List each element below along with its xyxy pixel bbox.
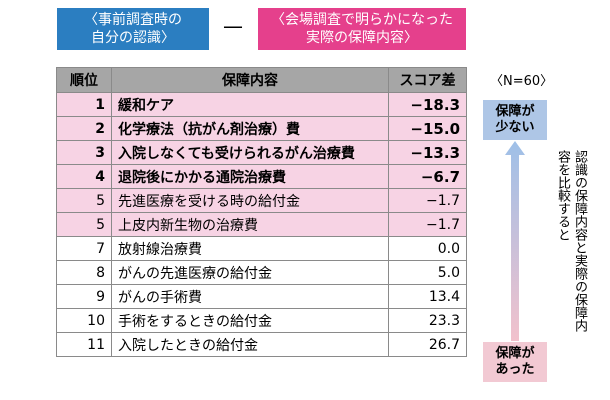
had-coverage-line1: 保障が <box>495 346 535 361</box>
rank-cell: 7 <box>56 236 112 261</box>
table-header-row: 順位 保障内容 スコア差 <box>56 67 467 93</box>
had-coverage-box: 保障が あった <box>483 342 547 382</box>
rank-cell: 1 <box>56 92 112 117</box>
table-row: 7 放射線治療費 0.0 <box>56 236 467 261</box>
column-header-rank: 順位 <box>56 67 112 93</box>
less-coverage-box: 保障が 少ない <box>483 100 547 140</box>
table-row: 1 緩和ケア −18.3 <box>56 92 467 117</box>
less-coverage-line1: 保障が <box>495 104 535 119</box>
score-cell: −1.7 <box>388 212 467 237</box>
score-cell: 26.7 <box>388 332 467 357</box>
header-left-line1: 〈事前調査時の <box>84 12 182 28</box>
item-cell: 緩和ケア <box>111 92 389 117</box>
score-table: 順位 保障内容 スコア差 1 緩和ケア −18.3 2 化学療法（抗がん剤治療）費 −15… <box>56 67 467 357</box>
score-cell: 23.3 <box>388 308 467 333</box>
table-row: 5 上皮内新生物の治療費 −1.7 <box>56 212 467 237</box>
score-cell: −18.3 <box>388 92 467 117</box>
header-right-line2: 実際の保障内容〉 <box>306 30 418 46</box>
table-row: 3 入院しなくても受けられるがん治療費 −13.3 <box>56 140 467 165</box>
item-cell: 上皮内新生物の治療費 <box>111 212 389 237</box>
double-arrow-icon <box>505 141 525 341</box>
item-cell: 放射線治療費 <box>111 236 389 261</box>
header-actual-coverage: 〈会場調査で明らかになった 実際の保障内容〉 <box>258 8 466 50</box>
sample-size-label: 〈N=60〉 <box>490 74 554 89</box>
table-row: 10 手術をするときの給付金 23.3 <box>56 308 467 333</box>
score-cell: 5.0 <box>388 260 467 285</box>
score-cell: −15.0 <box>388 116 467 141</box>
rank-cell: 3 <box>56 140 112 165</box>
column-header-item: 保障内容 <box>111 67 389 93</box>
rank-cell: 10 <box>56 308 112 333</box>
item-cell: 入院したときの給付金 <box>111 332 389 357</box>
column-header-score: スコア差 <box>388 67 467 93</box>
table-row: 9 がんの手術費 13.4 <box>56 284 467 309</box>
rank-cell: 5 <box>56 212 112 237</box>
rank-cell: 9 <box>56 284 112 309</box>
table-row: 2 化学療法（抗がん剤治療）費 −15.0 <box>56 116 467 141</box>
item-cell: 先進医療を受ける時の給付金 <box>111 188 389 213</box>
score-cell: 13.4 <box>388 284 467 309</box>
score-cell: −1.7 <box>388 188 467 213</box>
comparison-note: 認識の保障内容と実際の保障内容を比較すると <box>555 150 587 332</box>
rank-cell: 11 <box>56 332 112 357</box>
rank-cell: 2 <box>56 116 112 141</box>
header-left-line2: 自分の認識〉 <box>91 30 175 46</box>
header-self-recognition: 〈事前調査時の 自分の認識〉 <box>57 8 209 50</box>
item-cell: がんの先進医療の給付金 <box>111 260 389 285</box>
item-cell: がんの手術費 <box>111 284 389 309</box>
table-row: 5 先進医療を受ける時の給付金 −1.7 <box>56 188 467 213</box>
item-cell: 手術をするときの給付金 <box>111 308 389 333</box>
item-cell: 退院後にかかる通院治療費 <box>111 164 389 189</box>
item-cell: 入院しなくても受けられるがん治療費 <box>111 140 389 165</box>
score-cell: −6.7 <box>388 164 467 189</box>
header-right-line1: 〈会場調査で明らかになった <box>271 12 453 28</box>
score-cell: −13.3 <box>388 140 467 165</box>
table-row: 11 入院したときの給付金 26.7 <box>56 332 467 357</box>
item-cell: 化学療法（抗がん剤治療）費 <box>111 116 389 141</box>
header-dash: — <box>223 14 243 38</box>
had-coverage-line2: あった <box>495 362 535 377</box>
less-coverage-line2: 少ない <box>495 120 535 135</box>
table-row: 8 がんの先進医療の給付金 5.0 <box>56 260 467 285</box>
table-row: 4 退院後にかかる通院治療費 −6.7 <box>56 164 467 189</box>
rank-cell: 4 <box>56 164 112 189</box>
score-cell: 0.0 <box>388 236 467 261</box>
rank-cell: 8 <box>56 260 112 285</box>
table-body: 1 緩和ケア −18.3 2 化学療法（抗がん剤治療）費 −15.0 3 入院しなくても受けら… <box>56 92 467 357</box>
rank-cell: 5 <box>56 188 112 213</box>
